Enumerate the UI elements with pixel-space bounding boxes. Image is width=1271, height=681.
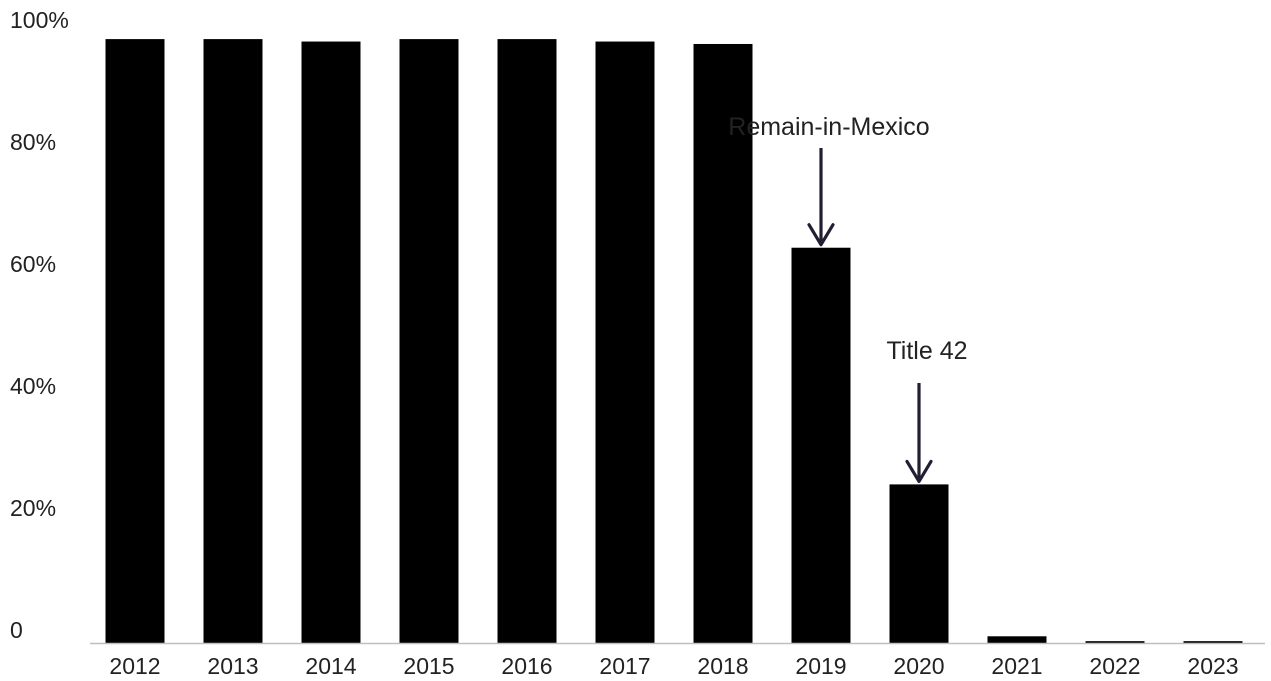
bar-2018	[693, 43, 753, 644]
bar-2014	[301, 41, 361, 644]
bar-2017	[595, 41, 655, 644]
x-tick-label: 2019	[795, 653, 846, 679]
x-tick-label: 2022	[1089, 653, 1140, 679]
bar-2020	[889, 484, 949, 643]
annotation-arrow-head	[807, 223, 835, 247]
x-tick-label: 2012	[109, 653, 160, 679]
x-tick-label: 2016	[501, 653, 552, 679]
x-tick-label: 2015	[403, 653, 454, 679]
bar-2019	[791, 247, 851, 643]
bar-2016	[497, 39, 557, 644]
y-tick-label: 80%	[10, 129, 56, 155]
x-tick-label: 2021	[991, 653, 1042, 679]
bar-2021	[987, 636, 1047, 643]
x-tick-label: 2020	[893, 653, 944, 679]
bar-2022	[1085, 641, 1145, 643]
bar-2015	[399, 39, 459, 644]
y-tick-label: 100%	[10, 7, 69, 33]
annotation-label: Remain-in-Mexico	[728, 113, 929, 141]
x-tick-label: 2018	[697, 653, 748, 679]
y-tick-label: 60%	[10, 251, 56, 277]
y-tick-label: 40%	[10, 373, 56, 399]
x-tick-label: 2023	[1187, 653, 1238, 679]
x-tick-label: 2017	[599, 653, 650, 679]
bar-2023	[1183, 641, 1243, 643]
x-tick-label: 2014	[305, 653, 356, 679]
bar-2013	[203, 39, 263, 644]
y-tick-label: 20%	[10, 495, 56, 521]
annotation-label: Title 42	[886, 337, 967, 365]
y-tick-label: 0	[10, 617, 23, 643]
annotation-arrow-head	[905, 459, 933, 483]
x-tick-label: 2013	[207, 653, 258, 679]
bar-2012	[105, 39, 165, 644]
